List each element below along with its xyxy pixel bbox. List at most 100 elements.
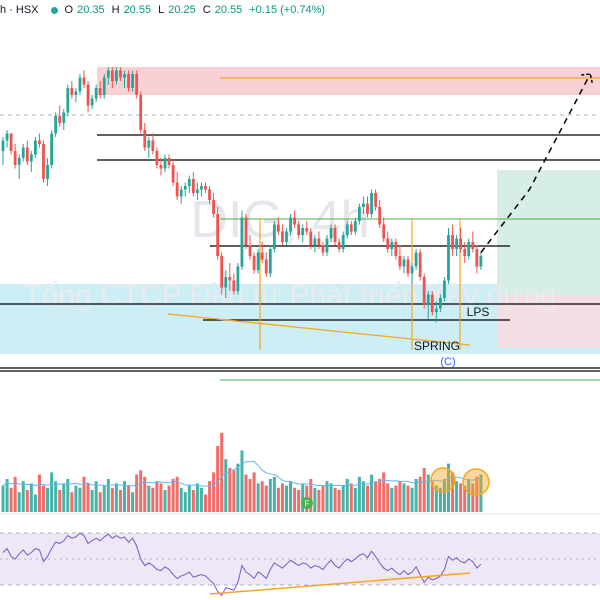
candle-body (305, 228, 309, 232)
volume-bar (357, 476, 361, 512)
candle-body (463, 249, 467, 256)
watermark-ticker: DIG, 4h (190, 191, 369, 249)
volume-bar (309, 479, 313, 512)
low-label: L (158, 4, 165, 16)
volume-bar (276, 487, 280, 512)
volume-bar (228, 468, 232, 512)
candle-body (382, 224, 386, 239)
volume-bar (366, 485, 369, 512)
candle-body (106, 70, 110, 78)
candle-body (183, 186, 187, 190)
candle-body (187, 179, 191, 186)
candle-body (46, 165, 49, 179)
candle-body (390, 242, 394, 249)
projection-arrow-icon (581, 73, 593, 84)
target-zone[interactable] (497, 170, 600, 295)
candle-body (220, 256, 224, 288)
volume-bar (280, 483, 284, 512)
candle-body (208, 189, 211, 200)
event-f-icon[interactable] (301, 497, 313, 509)
candle-body (370, 193, 373, 214)
candle-body (94, 88, 98, 99)
volume-bar (167, 485, 171, 512)
volume-bar (37, 474, 41, 512)
volume-bar (204, 494, 207, 512)
candle-body (224, 277, 228, 288)
event-f-label: F (305, 500, 310, 509)
volume-bar (341, 485, 345, 512)
volume-bar (317, 490, 321, 512)
volume-bar (459, 483, 463, 512)
symbol-label[interactable]: h · HSX (0, 4, 39, 16)
candle-body (151, 140, 155, 151)
lower-trend-line[interactable] (167, 313, 471, 346)
volume-ma-line (2, 461, 482, 487)
volume-bar (438, 487, 442, 512)
volume-bar (155, 481, 159, 512)
candle-body (179, 189, 183, 197)
chart-header: h · HSX O 20.35 H 20.55 L 20.25 C 20.55 +0.1… (0, 2, 325, 18)
volume-bar (394, 485, 398, 512)
candle-body (50, 133, 53, 165)
candle-body (281, 231, 284, 242)
volume-bar (131, 492, 135, 512)
volume-highlight-circle[interactable] (462, 468, 490, 496)
candle-body (414, 252, 418, 267)
candle-body (110, 70, 114, 81)
volume-bar (74, 485, 78, 512)
candle-body (264, 259, 268, 274)
high-value: 20.55 (123, 4, 152, 16)
candle-body (62, 112, 66, 123)
candle-body (248, 245, 252, 256)
volume-bar (118, 490, 122, 512)
volume-highlight-circle[interactable] (430, 467, 456, 493)
supply-zone[interactable] (97, 67, 600, 95)
candle-body (378, 207, 382, 225)
volume-bar (272, 476, 276, 512)
candle-body (321, 245, 325, 253)
volume-bar (58, 490, 62, 512)
candle-body (102, 77, 106, 95)
volume-bar (70, 492, 74, 512)
market-status-dot (50, 6, 58, 14)
volume-bar (378, 479, 382, 512)
volume-bar (426, 474, 430, 512)
volume-bar (114, 483, 118, 512)
candle-body (123, 74, 126, 78)
rsi-divergence-line[interactable] (209, 572, 471, 595)
volume-bar (1, 485, 5, 512)
candle-body (216, 214, 220, 256)
volume-bar (135, 474, 139, 512)
volume-bar (256, 483, 260, 512)
volume-bar (442, 479, 446, 512)
open-label: O (64, 4, 74, 16)
candle-body (240, 217, 244, 267)
candle-body (418, 252, 422, 277)
candle-body (66, 88, 70, 113)
volume-bar (398, 481, 402, 512)
volume-bar (54, 481, 58, 512)
candle-body (34, 140, 37, 155)
close-label: C (202, 4, 211, 16)
volume-bar (21, 481, 25, 512)
candle-body (139, 95, 143, 130)
lps-label: LPS (467, 305, 490, 319)
volume-bar (195, 483, 199, 512)
candle-body (228, 277, 232, 281)
candle-body (82, 77, 86, 85)
candle-body (439, 298, 442, 309)
candle-body (313, 238, 317, 246)
candle-body (115, 70, 118, 81)
high-label: H (111, 4, 120, 16)
candle-body (167, 158, 171, 165)
volume-bar (232, 470, 236, 512)
volume-bar (110, 487, 114, 512)
projection-path[interactable] (480, 73, 591, 253)
candle-body (90, 98, 94, 106)
candle-body (196, 189, 199, 193)
candle-body (200, 186, 203, 190)
candle-body (9, 133, 13, 151)
volume-bar (252, 472, 256, 512)
volume-bar (179, 487, 183, 512)
